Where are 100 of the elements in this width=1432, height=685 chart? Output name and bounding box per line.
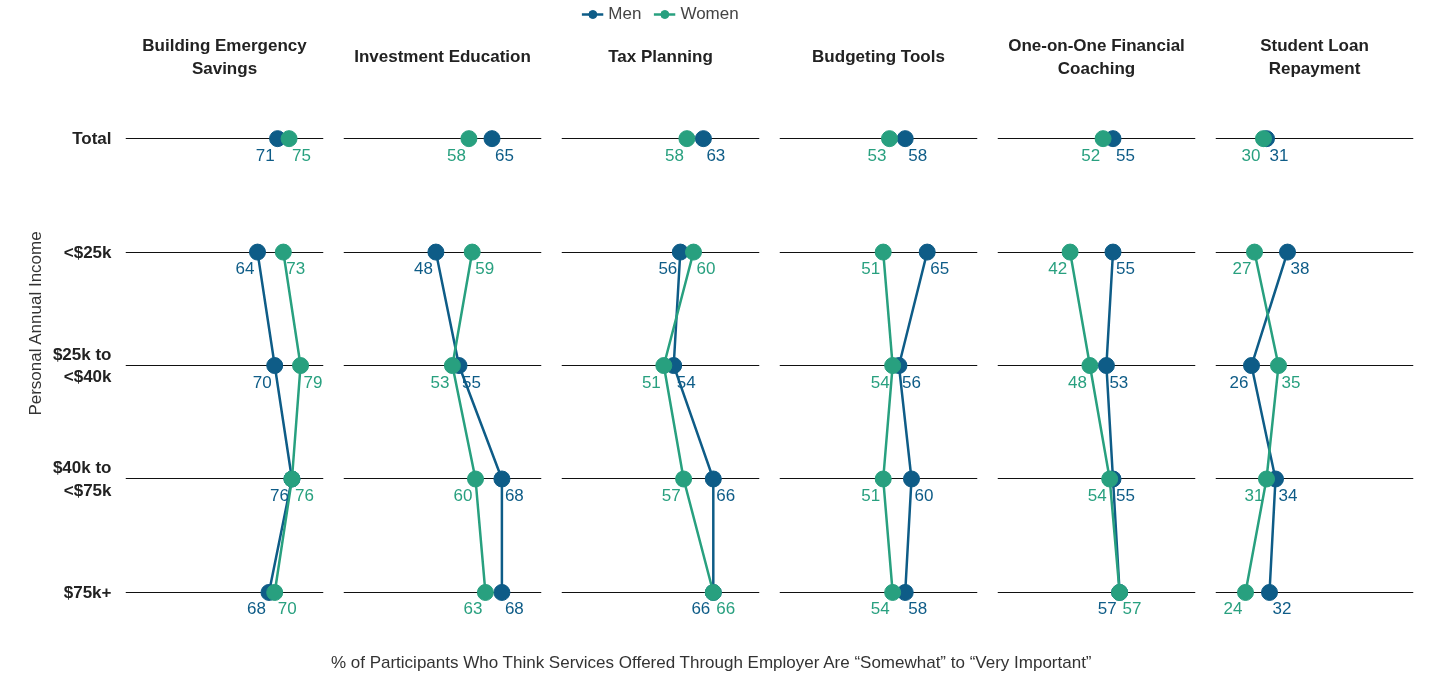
data-label: 65 (930, 259, 950, 279)
point (483, 130, 501, 148)
point (1061, 243, 1079, 261)
point (1279, 243, 1296, 261)
data-label: 54 (1087, 486, 1107, 505)
data-label: 58 (446, 145, 466, 165)
data-label: 31 (1269, 145, 1289, 165)
point (266, 583, 284, 601)
point (493, 583, 511, 601)
point (903, 470, 920, 488)
data-label: 70 (277, 599, 297, 619)
x-axis-title: % of Participants Who Think Services Offered Through Employer Are “Somewhat” to “Very Important” (330, 653, 1092, 672)
data-label: 24 (1223, 599, 1243, 619)
point (1081, 357, 1099, 375)
point (443, 357, 461, 375)
data-label: 34 (1278, 486, 1298, 505)
point (1246, 243, 1263, 261)
data-label: 57 (1122, 599, 1142, 619)
point (274, 243, 292, 261)
point (1094, 130, 1112, 148)
data-label: 65 (495, 145, 514, 165)
data-label: 75 (292, 145, 311, 165)
data-label: 63 (463, 599, 483, 619)
data-label: 48 (1067, 372, 1087, 392)
point (460, 130, 478, 148)
point (476, 583, 494, 601)
data-label: 54 (870, 599, 890, 619)
data-label: 76 (294, 486, 314, 505)
point (1258, 470, 1275, 488)
point (704, 470, 722, 488)
point (881, 130, 898, 148)
point (685, 243, 702, 261)
point (678, 130, 696, 148)
data-label: 57 (661, 486, 681, 505)
data-label: 51 (861, 259, 881, 279)
data-label: 66 (716, 486, 736, 505)
point (694, 130, 712, 148)
data-label: 60 (453, 486, 473, 505)
data-label: 66 (691, 599, 711, 619)
data-label: 60 (696, 259, 716, 279)
data-label: 63 (706, 145, 726, 165)
point (896, 130, 914, 148)
data-label: 54 (870, 372, 890, 392)
point (1261, 583, 1278, 601)
point (1237, 583, 1254, 601)
chart-title: Building Emergency Savings (142, 36, 308, 78)
point (1243, 357, 1260, 375)
y-tick-label: Total (72, 129, 112, 149)
chart-title: Investment Education (354, 47, 531, 67)
data-label: 70 (252, 372, 272, 392)
data-label: 55 (1116, 486, 1135, 505)
point (918, 243, 936, 261)
data-label: 31 (1244, 486, 1264, 505)
data-label: 53 (430, 372, 450, 392)
point (1270, 357, 1287, 375)
y-tick-label: $25k to <$40k (52, 344, 113, 387)
data-label: 56 (658, 259, 678, 279)
data-label: 71 (255, 145, 275, 165)
data-label: 68 (247, 599, 266, 619)
point (1097, 357, 1115, 375)
data-label: 64 (235, 259, 255, 279)
point (884, 583, 902, 601)
point (493, 470, 511, 488)
point (655, 357, 673, 375)
data-label: 58 (908, 599, 928, 619)
chart-title: Budgeting Tools (812, 47, 945, 67)
y-tick-label: $40k to <$75k (52, 458, 113, 500)
data-label: 58 (664, 145, 684, 165)
legend-label: Men (608, 4, 642, 24)
chart-title: Student Loan Repayment (1260, 36, 1369, 78)
data-label: 55 (1116, 259, 1135, 279)
y-tick-label: $75k+ (63, 582, 112, 602)
data-label: 68 (504, 599, 524, 619)
data-label: 32 (1272, 599, 1292, 619)
point (675, 470, 693, 488)
data-label: 51 (861, 486, 881, 505)
y-axis-title: Personal Annual Income (25, 231, 45, 416)
data-label: 26 (1229, 372, 1249, 392)
data-label: 51 (641, 372, 661, 392)
data-label: 60 (914, 486, 934, 505)
chart-title: One-on-One Financial Coaching (1008, 36, 1185, 78)
y-tick-label: <$25k (63, 242, 113, 262)
data-label: 55 (1116, 145, 1135, 165)
point (874, 470, 892, 488)
data-label: 53 (1109, 372, 1129, 392)
point (884, 357, 902, 375)
data-label: 56 (901, 372, 921, 392)
data-label: 66 (716, 599, 736, 619)
chart-title: Tax Planning (608, 47, 713, 67)
point (249, 243, 266, 261)
data-label: 79 (303, 372, 323, 392)
data-label: 52 (1081, 145, 1101, 165)
data-label: 35 (1281, 372, 1301, 392)
data-label: 76 (270, 486, 289, 505)
point (292, 357, 310, 375)
data-label: 73 (286, 259, 306, 279)
point (427, 243, 445, 261)
legend-label: Women (680, 4, 739, 24)
data-label: 57 (1097, 599, 1117, 619)
data-label: 42 (1048, 259, 1068, 279)
